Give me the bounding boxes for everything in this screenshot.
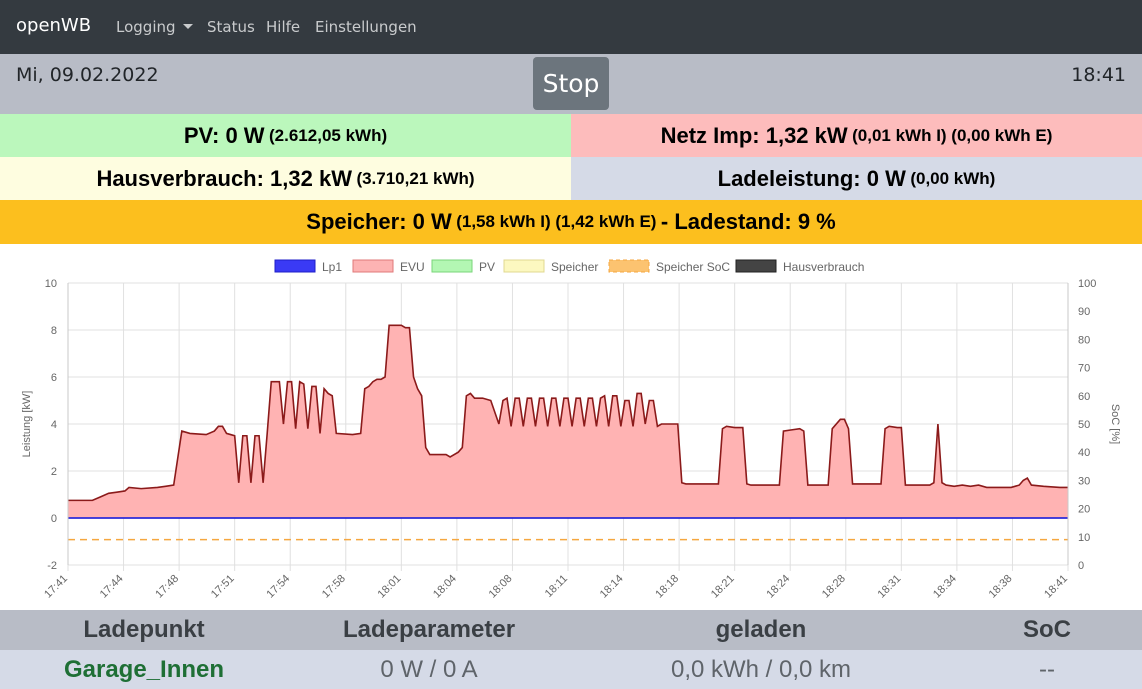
speicher-energy: (1,58 kWh I) (1,42 kWh E) [456, 212, 657, 231]
current-date: Mi, 09.02.2022 [16, 64, 159, 86]
nav-einstellungen[interactable]: Einstellungen [315, 18, 417, 36]
hausverbrauch-power: Hausverbrauch: 1,32 kW [96, 165, 352, 191]
hausverbrauch-energy: (3.710,21 kWh) [356, 168, 475, 188]
x-tick-label: 18:18 [653, 573, 681, 601]
x-tick-label: 17:54 [264, 573, 292, 601]
ladeleistung-energy: (0,00 kWh) [910, 168, 996, 188]
y-tick-label: 6 [51, 372, 57, 384]
nav-logging-dropdown[interactable]: Logging [116, 18, 193, 36]
legend-swatch-evu [352, 259, 394, 273]
y2-tick-label: 80 [1078, 334, 1090, 346]
x-tick-label: 17:58 [320, 573, 348, 601]
legend-label: PV [479, 260, 495, 274]
evu-line [68, 324, 1068, 502]
x-tick-label: 18:11 [543, 573, 570, 600]
x-tick-label: 18:28 [820, 573, 848, 601]
legend-label: Speicher SoC [656, 260, 730, 274]
legend-swatch-hausverbrauch [735, 259, 777, 273]
power-chart: Lp1 EVU PV Speicher Speicher SoC Hausverbrauc… [21, 259, 1121, 601]
y2-tick-label: 60 [1078, 391, 1090, 403]
x-tick-label: 17:44 [98, 573, 126, 601]
y2-tick-label: 70 [1078, 363, 1090, 375]
ladepunkt-name[interactable]: Garage_Innen [63, 655, 225, 683]
navbar: openWB Logging Status Hilfe Einstellunge… [0, 0, 1142, 54]
table-row[interactable]: Garage_Innen 0 W / 0 A 0,0 kWh / 0,0 km … [0, 650, 1142, 689]
nav-hilfe[interactable]: Hilfe [266, 18, 301, 36]
nav-status[interactable]: Status [207, 18, 255, 36]
y-tick-label: 10 [45, 278, 57, 290]
header-geladen: geladen [715, 616, 807, 643]
header-soc: SoC [1023, 616, 1071, 643]
y-tick-label: 8 [51, 325, 57, 337]
x-tick-label: 18:08 [487, 573, 515, 601]
pv-power: PV: 0 W [183, 122, 265, 148]
legend-swatch-pv [431, 259, 473, 273]
y-tick-label: 0 [51, 513, 57, 525]
header-ladeparameter: Ladeparameter [342, 616, 516, 643]
y2-tick-label: 50 [1078, 419, 1090, 431]
brand-logo[interactable]: openWB [16, 15, 92, 36]
netz-power: Netz Imp: 1,32 kW [660, 122, 848, 148]
stop-button[interactable]: Stop [533, 57, 609, 110]
x-tick-label: 18:04 [431, 573, 459, 601]
legend-label: Hausverbrauch [783, 260, 864, 274]
y2-tick-label: 10 [1078, 532, 1090, 544]
ladeparameter-value: 0 W / 0 A [380, 655, 478, 683]
y2-tick-label: 20 [1078, 504, 1090, 516]
netz-tile[interactable]: Netz Imp: 1,32 kW (0,01 kWh I) (0,00 kWh… [571, 114, 1142, 157]
current-time: 18:41 [1071, 64, 1126, 86]
y2-tick-label: 90 [1078, 306, 1090, 318]
header-ladepunkt: Ladepunkt [83, 616, 205, 643]
y2-axis-title: SoC [%] [1109, 404, 1121, 444]
evu-area [68, 325, 1068, 518]
ladeleistung-power: Ladeleistung: 0 W [717, 165, 906, 191]
legend-swatch-speicher-soc [608, 259, 650, 273]
x-tick-label: 17:41 [42, 573, 70, 601]
date-bar: Mi, 09.02.2022 Stop 18:41 [0, 54, 1142, 114]
geladen-value: 0,0 kWh / 0,0 km [670, 655, 852, 683]
x-tick-label: 18:14 [598, 573, 626, 601]
legend-label: Speicher [551, 260, 598, 274]
chart-legend: Lp1 EVU PV Speicher Speicher SoC Hausverbrauc… [274, 259, 864, 274]
pv-energy: (2.612,05 kWh) [269, 125, 388, 145]
x-tick-label: 18:01 [376, 573, 404, 601]
speicher-soc: - Ladestand: 9 % [660, 209, 836, 234]
legend-swatch-speicher [503, 259, 545, 273]
hausverbrauch-tile[interactable]: Hausverbrauch: 1,32 kW (3.710,21 kWh) [0, 157, 571, 200]
legend-swatch-lp1 [274, 259, 316, 273]
netz-energy: (0,01 kWh I) (0,00 kWh E) [852, 125, 1053, 145]
legend-label: Lp1 [322, 260, 342, 274]
nav-logging-label: Logging [116, 18, 176, 36]
y-axis-title: Leistung [kW] [21, 391, 33, 458]
legend-label: EVU [400, 260, 425, 274]
y2-tick-label: 0 [1078, 560, 1084, 572]
y2-tick-label: 40 [1078, 447, 1090, 459]
x-tick-label: 18:34 [931, 573, 959, 601]
pv-tile[interactable]: PV: 0 W (2.612,05 kWh) [0, 114, 571, 157]
soc-value: -- [1039, 655, 1055, 683]
ladeleistung-tile[interactable]: Ladeleistung: 0 W (0,00 kWh) [571, 157, 1142, 200]
ladepunkt-table-header: Ladepunkt Ladeparameter geladen SoC [0, 610, 1142, 650]
y-tick-label: -2 [47, 560, 57, 572]
chevron-down-icon [182, 24, 193, 29]
speicher-tile[interactable]: Speicher: 0 W (1,58 kWh I) (1,42 kWh E) … [0, 200, 1142, 244]
x-tick-label: 18:21 [709, 573, 737, 601]
x-tick-label: 18:31 [876, 573, 904, 601]
x-tick-label: 18:24 [764, 573, 792, 601]
x-tick-label: 17:51 [209, 573, 237, 601]
x-tick-label: 18:38 [987, 573, 1015, 601]
x-tick-label: 18:41 [1042, 573, 1070, 601]
x-tick-label: 17:48 [153, 573, 181, 601]
chart-series [68, 324, 1068, 541]
y2-tick-label: 100 [1078, 278, 1096, 290]
y-tick-label: 4 [51, 419, 57, 431]
y2-tick-label: 30 [1078, 475, 1090, 487]
y-tick-label: 2 [51, 466, 57, 478]
speicher-power: Speicher: 0 W [306, 209, 452, 234]
